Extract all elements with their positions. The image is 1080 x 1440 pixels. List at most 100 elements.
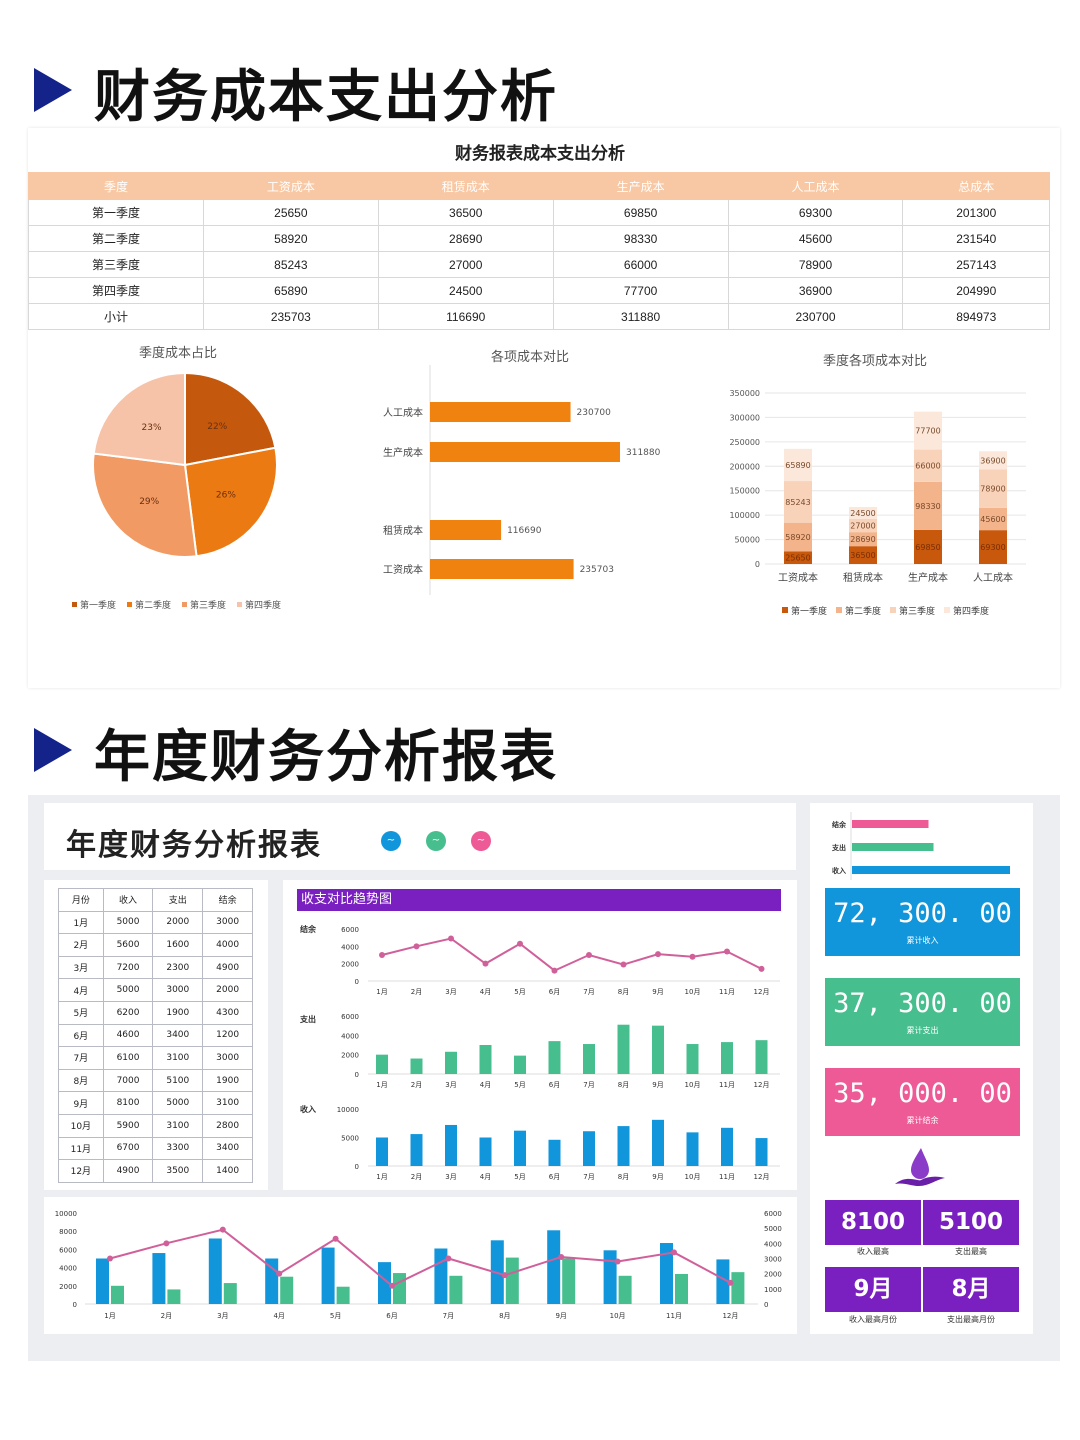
- y-tick-label: 2000: [59, 1283, 77, 1291]
- header-cell: 生产成本: [552, 172, 729, 200]
- income-bar: [445, 1124, 457, 1166]
- segment-label: 28690: [850, 535, 875, 544]
- category-label: 人工成本: [383, 406, 423, 419]
- income-legend-dot-icon[interactable]: ~: [381, 831, 401, 851]
- y-tick-label: 6000: [341, 926, 359, 934]
- bar: [430, 402, 571, 422]
- table-row: 2月 5600 1600 4000: [58, 933, 253, 957]
- stacked-segment: [979, 469, 1007, 508]
- pie-slice: [183, 446, 278, 558]
- data-point: [655, 951, 661, 958]
- stat-label: 收入最高月份: [849, 1315, 897, 1324]
- income-bar: [686, 1132, 699, 1166]
- y2-tick-label: 0: [764, 1301, 768, 1309]
- income-bar: [378, 1262, 391, 1304]
- row-label: 结余: [300, 924, 317, 934]
- legend-label: 第三季度: [190, 599, 226, 611]
- x-tick-label: 8月: [499, 1312, 510, 1320]
- stacked-segment: [914, 481, 942, 530]
- cost-charts: 季度成本占比 22% 第一季度 26% 第二季度 29% 第三季度 23% 第四季度 各项成本对比…: [72, 345, 1026, 617]
- table-cell: 6月: [58, 1023, 104, 1048]
- y2-tick-label: 1000: [764, 1286, 782, 1294]
- y-tick-label: 350000: [729, 389, 760, 398]
- legend-label: 第二季度: [135, 599, 171, 611]
- table-row: 8月 7000 5100 1900: [58, 1068, 253, 1093]
- y-tick-label: 10000: [337, 1106, 359, 1114]
- y-tick-label: 0: [73, 1301, 77, 1309]
- summary-bar: [852, 843, 934, 851]
- table-row: 7月 6100 3100 3000: [58, 1046, 253, 1070]
- bar: [430, 442, 620, 462]
- balance-legend-dot-icon[interactable]: ~: [471, 831, 491, 851]
- legend-swatch: [944, 607, 950, 613]
- x-tick-label: 3月: [445, 1173, 456, 1181]
- x-tick-label: 1月: [104, 1312, 115, 1320]
- expense-bar: [548, 1041, 561, 1074]
- expense-bar: [731, 1272, 745, 1304]
- x-tick-label: 6月: [386, 1312, 397, 1320]
- expense-bar: [376, 1054, 388, 1074]
- data-point: [413, 943, 420, 950]
- income-bar: [603, 1250, 617, 1304]
- table-cell: 5900: [102, 1113, 154, 1138]
- table-cell: 1400: [202, 1159, 253, 1183]
- stacked-segment: [914, 411, 942, 450]
- segment-label: 69300: [980, 543, 1005, 552]
- stat-label: 收入最高: [857, 1247, 889, 1256]
- income-bar: [410, 1134, 423, 1166]
- segment-label: 98330: [915, 502, 940, 511]
- y-tick-label: 300000: [729, 413, 760, 422]
- income-bar: [208, 1238, 222, 1304]
- data-point: [671, 1249, 677, 1256]
- income-bar: [755, 1138, 768, 1166]
- table-cell: 257143: [902, 251, 1050, 278]
- stacked-segment: [784, 481, 812, 523]
- x-tick-label: 10月: [685, 988, 701, 996]
- y2-tick-label: 5000: [764, 1225, 782, 1233]
- data-point: [758, 965, 765, 972]
- table-cell: 3100: [152, 1113, 204, 1138]
- kpi-total-expense: 37, 300. 00 累计支出: [825, 978, 1020, 1046]
- expense-legend-dot-icon[interactable]: ~: [426, 831, 446, 851]
- table-row: 6月 4600 3400 1200: [58, 1023, 253, 1048]
- annual-table: 月份 收入 支出 结余 1月 5000 2000 3000 2月 5600 1600 4000…: [58, 888, 253, 1183]
- table-row: 9月 8100 5000 3100: [58, 1091, 253, 1115]
- y-tick-label: 4000: [59, 1265, 77, 1273]
- segment-label: 78900: [980, 485, 1005, 494]
- table-cell: 45600: [727, 225, 904, 252]
- x-tick-label: 11月: [719, 1081, 735, 1089]
- segment-label: 24500: [850, 509, 875, 518]
- y-tick-label: 0: [755, 560, 760, 569]
- y-tick-label: 2000: [341, 1052, 359, 1060]
- stacked-segment: [914, 529, 942, 564]
- data-label: 235703: [580, 565, 614, 575]
- x-tick-label: 8月: [618, 1173, 629, 1181]
- stacked-segment: [784, 522, 812, 552]
- table-cell: 第二季度: [28, 225, 204, 252]
- y-tick-label: 150000: [729, 487, 760, 496]
- legend-label: 第三季度: [899, 605, 935, 617]
- pie-slice-label: 26%: [216, 491, 236, 501]
- x-tick-label: 生产成本: [908, 571, 948, 584]
- x-tick-label: 9月: [555, 1312, 566, 1320]
- y-tick-label: 6000: [59, 1246, 77, 1254]
- x-tick-label: 5月: [514, 1173, 525, 1181]
- table-cell: 5000: [152, 1091, 204, 1115]
- legend-label: 第二季度: [845, 605, 881, 617]
- stat-label: 支出最高: [955, 1247, 987, 1256]
- kpi-total-income: 72, 300. 00 累计收入: [825, 888, 1020, 956]
- y-tick-label: 6000: [341, 1013, 359, 1021]
- x-tick-label: 2月: [411, 1173, 422, 1181]
- kpi-value: 37, 300. 00: [833, 988, 1012, 1019]
- y2-tick-label: 4000: [764, 1240, 782, 1248]
- expense-bar: [618, 1275, 632, 1304]
- table-cell: 66000: [552, 251, 729, 278]
- expense-bar: [686, 1044, 699, 1074]
- x-tick-label: 10月: [685, 1173, 701, 1181]
- income-bar: [434, 1248, 448, 1304]
- expense-bar: [445, 1051, 457, 1074]
- x-tick-label: 9月: [652, 1173, 663, 1181]
- segment-label: 58920: [785, 533, 810, 542]
- water-drop-icon: [895, 1148, 945, 1186]
